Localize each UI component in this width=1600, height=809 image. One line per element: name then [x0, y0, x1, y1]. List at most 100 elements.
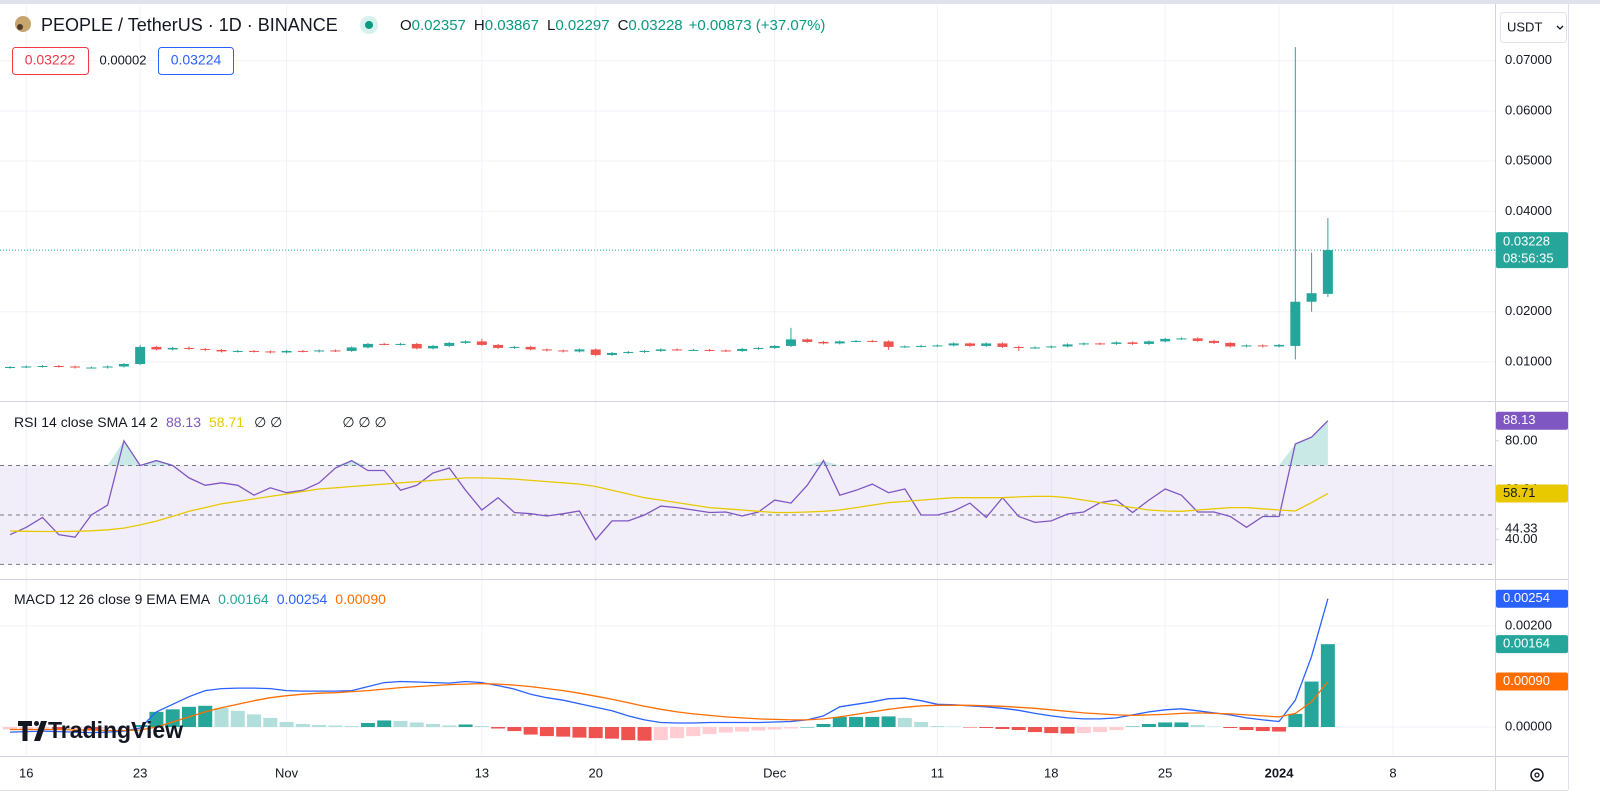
- legend-value: 0.00254: [277, 591, 328, 607]
- candle-body: [265, 351, 276, 353]
- price-badge: [1496, 672, 1568, 691]
- histogram-bar: [604, 727, 619, 739]
- price-badge-label: 88.13: [1503, 412, 1536, 427]
- price-badge-label: 58.71: [1503, 485, 1536, 500]
- candle-body: [509, 346, 520, 348]
- histogram-bar: [133, 724, 148, 728]
- y-tick-label: 0.00000: [1505, 718, 1552, 733]
- candle-body: [883, 341, 894, 347]
- candle-body: [346, 347, 357, 351]
- candle-body: [118, 363, 129, 367]
- candle-body: [1192, 338, 1203, 341]
- histogram-bar: [1158, 722, 1173, 728]
- ohlc-legend: O0.02357 H0.03867 L0.02297 C0.03228 +0.00873…: [400, 17, 825, 34]
- histogram-bar: [637, 727, 652, 741]
- candle-body: [753, 347, 764, 349]
- ask-price: 0.03224: [171, 52, 222, 68]
- y-tick-label: 0.07000: [1505, 52, 1552, 67]
- price-badge-label: 0.00164: [1503, 636, 1550, 651]
- line-series: [9, 598, 1329, 734]
- candle-body: [1062, 344, 1073, 347]
- candle-body: [200, 348, 211, 350]
- histogram-bar: [344, 726, 359, 728]
- x-tick-label: 23: [133, 765, 147, 780]
- candle-body: [86, 367, 97, 369]
- ohlc-value: 0.03867: [485, 17, 539, 34]
- ask-box[interactable]: [158, 47, 234, 75]
- symbol-icon-dot: [17, 24, 23, 30]
- histogram-bar: [995, 727, 1010, 730]
- legend-extra: ∅ ∅ ∅: [342, 414, 386, 430]
- x-tick-label: Dec: [763, 765, 787, 780]
- spread: 0.00002: [100, 52, 147, 67]
- candle-body: [834, 341, 845, 344]
- histogram-bar: [572, 727, 587, 738]
- histogram-bar: [881, 716, 896, 728]
- histogram-bar: [800, 727, 815, 728]
- candle-body: [541, 349, 552, 351]
- histogram-bar: [588, 727, 603, 739]
- legend-value: 0.00164: [218, 591, 269, 607]
- histogram-bar: [670, 727, 685, 739]
- ohlc-value: 0.02297: [555, 17, 609, 34]
- indicator-legend: MACD 12 26 close 9 EMA EMA 0.00164 0.00254…: [14, 591, 386, 607]
- candle-body: [785, 339, 796, 346]
- bid-box[interactable]: [12, 47, 89, 75]
- y-tick-label: 80.00: [1505, 432, 1538, 447]
- candle-body: [1030, 347, 1041, 349]
- price-badge: [1496, 484, 1568, 503]
- histogram-bar: [116, 727, 131, 728]
- histogram-bar: [312, 724, 327, 728]
- x-tick-label: 11: [931, 765, 945, 780]
- histogram-bar: [442, 725, 457, 728]
- candle-body: [867, 340, 878, 342]
- bid-price: 0.03222: [25, 52, 76, 68]
- candle-body: [558, 350, 569, 352]
- histogram-bar: [751, 727, 766, 731]
- histogram-bar: [247, 714, 262, 728]
- histogram-bar: [295, 723, 310, 728]
- candle-body: [70, 366, 81, 368]
- candle-body: [851, 340, 862, 342]
- histogram-bar: [962, 727, 977, 728]
- histogram-bar: [1028, 727, 1043, 733]
- x-tick-label: 8: [1389, 765, 1396, 780]
- overbought-fill: [351, 460, 368, 466]
- symbol-title: PEOPLE / TetherUS · 1D · BINANCE: [41, 15, 338, 35]
- x-tick-label: 20: [588, 765, 602, 780]
- histogram-bar: [832, 716, 847, 728]
- histogram-bar: [1223, 727, 1238, 729]
- candle-body: [135, 346, 146, 364]
- y-tick-label: 40.00: [1505, 531, 1538, 546]
- candle-body: [802, 339, 813, 342]
- candle-body: [1225, 342, 1236, 347]
- histogram-bar: [653, 727, 668, 741]
- candle-body: [1176, 338, 1187, 340]
- histogram-bar: [426, 723, 441, 728]
- histogram-bar: [1255, 727, 1270, 732]
- legend-value: 58.71: [209, 414, 244, 430]
- currency-select[interactable]: [1500, 12, 1567, 43]
- price-badge-label: 0.00254: [1503, 590, 1550, 605]
- histogram-bar: [84, 727, 99, 730]
- candle-body: [1046, 346, 1057, 348]
- candle-body: [5, 367, 15, 369]
- histogram-bar: [51, 727, 66, 730]
- gear-icon: [1530, 768, 1544, 782]
- ohlc-key: C: [618, 17, 629, 34]
- histogram-bar: [377, 720, 392, 728]
- candle-body: [997, 343, 1008, 347]
- histogram-bar: [849, 716, 864, 728]
- histogram-bar: [1060, 727, 1075, 734]
- histogram-bar: [1272, 727, 1287, 732]
- histogram-bar: [865, 716, 880, 728]
- candle-body: [1322, 250, 1333, 294]
- candle-body: [1274, 344, 1285, 347]
- candle-body: [1208, 340, 1219, 343]
- candle-body: [1143, 341, 1154, 344]
- overbought-fill: [335, 460, 352, 466]
- settings-button[interactable]: [1530, 768, 1544, 782]
- ohlc-key: L: [547, 17, 555, 34]
- histogram-bar: [360, 722, 375, 728]
- histogram-bar: [1304, 681, 1319, 728]
